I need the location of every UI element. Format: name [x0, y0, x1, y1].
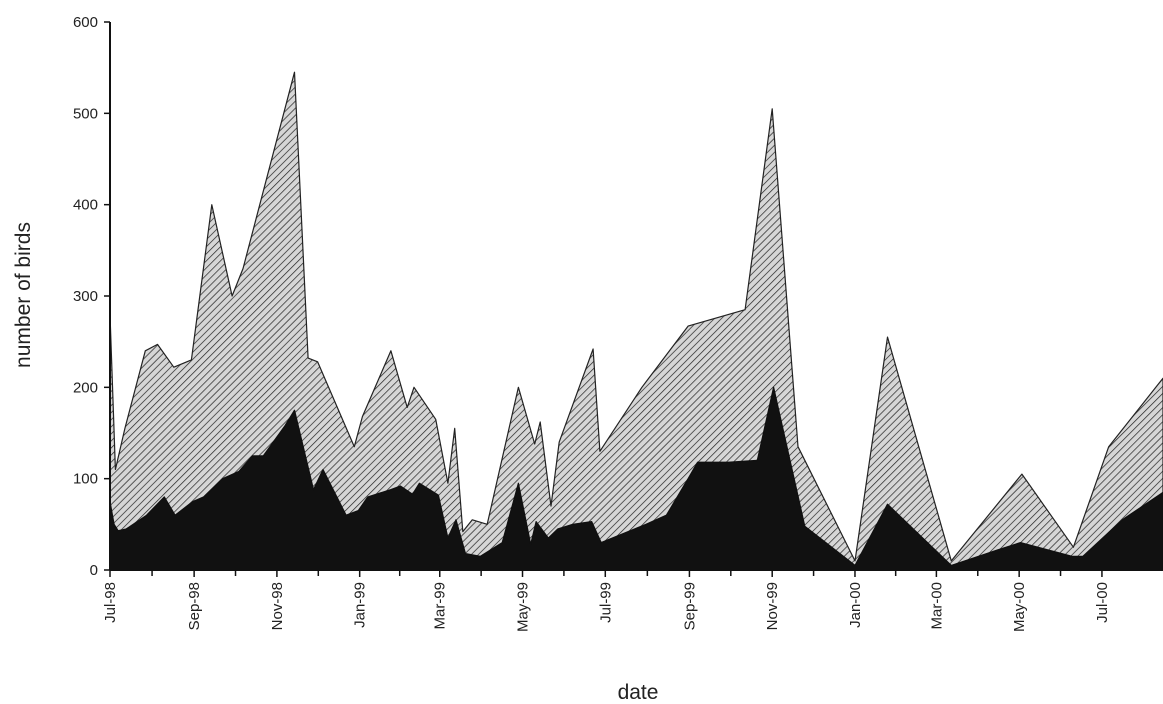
y-tick-label: 300 — [73, 288, 98, 305]
x-tick-label: Nov-98 — [269, 582, 286, 630]
x-tick-label: Jul-98 — [102, 582, 119, 623]
y-tick-label: 0 — [90, 562, 98, 579]
y-tick-label: 100 — [73, 471, 98, 488]
y-axis-ticks: 0 100 200 300 400 500 600 — [73, 14, 110, 579]
y-tick-label: 400 — [73, 197, 98, 214]
x-tick-label: Jan-00 — [847, 582, 864, 628]
series-area-black — [109, 386, 1163, 571]
y-tick-label: 200 — [73, 379, 98, 396]
x-tick-label: May-99 — [515, 582, 532, 632]
y-axis-title: number of birds — [12, 222, 35, 368]
x-axis-title: date — [618, 681, 659, 704]
y-tick-label: 500 — [73, 105, 98, 122]
areas-layer — [109, 71, 1163, 571]
x-tick-label: Nov-99 — [764, 582, 781, 630]
series-area-hatched — [109, 71, 1163, 571]
x-tick-label: Jul-00 — [1094, 582, 1111, 623]
x-tick-label: Mar-99 — [432, 582, 449, 630]
x-tick-label: Jan-99 — [352, 582, 369, 628]
x-tick-label: Sep-99 — [681, 582, 698, 630]
x-tick-label: Jul-99 — [597, 582, 614, 623]
x-tick-label: May-00 — [1011, 582, 1028, 632]
x-tick-label: Mar-00 — [928, 582, 945, 630]
x-axis-ticks: Jul-98 Sep-98 Nov-98 Jan-99 Mar-99 May-99 Jul-… — [102, 570, 1111, 632]
x-tick-label: Sep-98 — [186, 582, 203, 630]
y-tick-label: 600 — [73, 14, 98, 31]
